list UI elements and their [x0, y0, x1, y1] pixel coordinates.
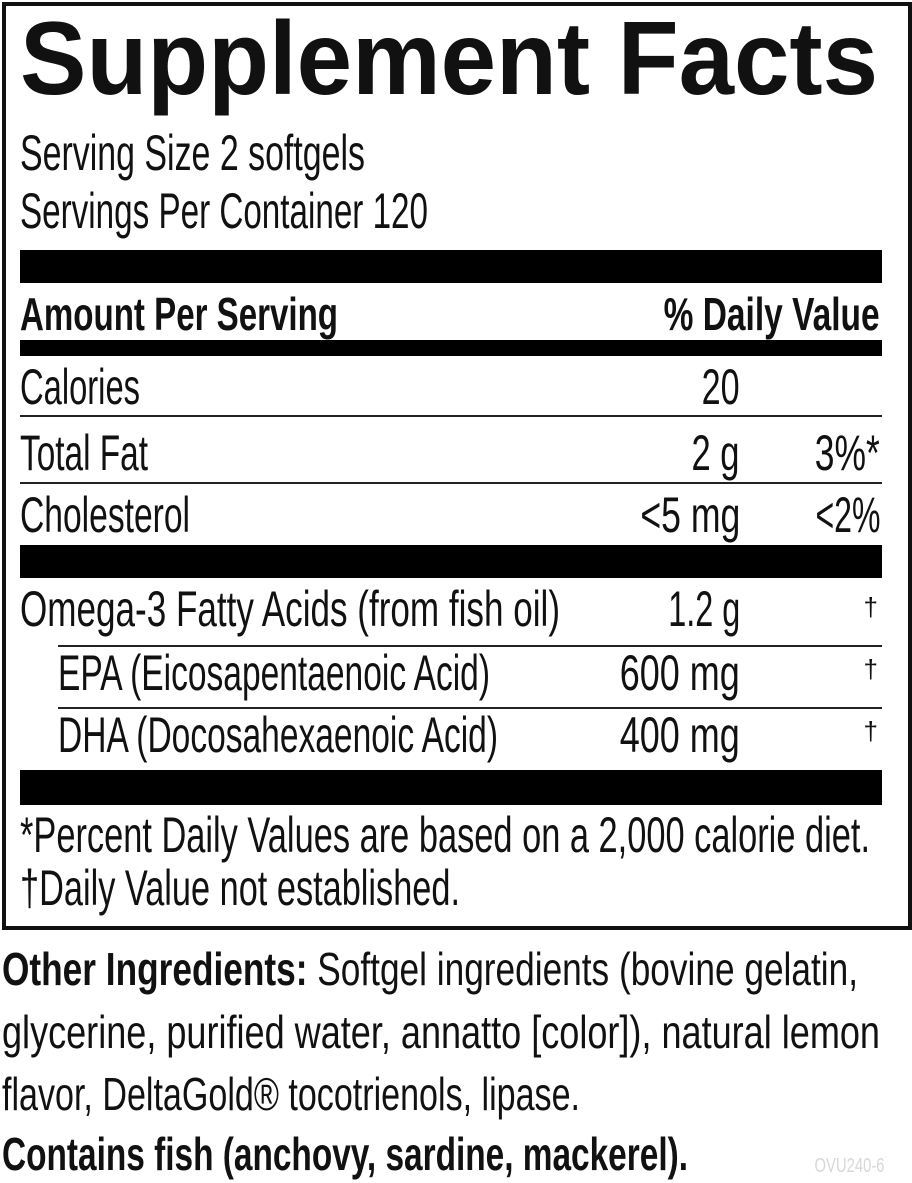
nutrient-daily-value: 3%*: [815, 425, 880, 481]
serving-size: Serving Size 2 softgels: [20, 125, 365, 181]
other-ingredients-label: Other Ingredients:: [2, 943, 308, 995]
dagger-mark: †: [863, 592, 878, 622]
nutrient-amount: 600 mg: [620, 645, 740, 701]
servings-per-container: Servings Per Container 120: [20, 183, 428, 239]
nutrient-amount: 2 g: [692, 425, 740, 481]
nutrient-amount: <5 mg: [640, 487, 740, 543]
row-divider: [58, 645, 882, 647]
nutrient-name: EPA (Eicosapentaenoic Acid): [58, 645, 490, 701]
nutrient-name: DHA (Docosahexaenoic Acid): [58, 707, 498, 763]
nutrient-name: Calories: [20, 359, 140, 415]
row-divider: [58, 707, 882, 709]
nutrient-name: Cholesterol: [20, 487, 190, 543]
nutrient-daily-value: <2%: [815, 487, 880, 543]
medium-divider: [20, 340, 882, 356]
thick-divider: [20, 250, 882, 283]
nutrient-name: Total Fat: [20, 425, 148, 481]
nutrient-amount: 400 mg: [620, 707, 740, 763]
row-divider: [20, 415, 882, 417]
footnote-dagger: †Daily Value not established.: [20, 860, 460, 916]
other-ingredients-line: glycerine, purified water, annatto [colo…: [2, 1006, 880, 1058]
dagger-mark: †: [863, 654, 878, 684]
footnote-daily-values: *Percent Daily Values are based on a 2,0…: [20, 807, 870, 863]
product-code: OVU240-6: [814, 1155, 884, 1177]
nutrient-amount: 20: [702, 359, 740, 415]
other-ingredients-line: Other Ingredients: Softgel ingredients (…: [2, 946, 858, 992]
thick-divider: [20, 770, 882, 805]
header-daily-value: % Daily Value: [664, 288, 880, 340]
supplement-facts-panel: [2, 2, 912, 930]
nutrient-amount: 1.2 g: [668, 581, 740, 637]
title: Supplement Facts: [20, 1, 878, 117]
other-ingredients-text: Softgel ingredients (bovine gelatin,: [317, 943, 858, 995]
other-ingredients-line: flavor, DeltaGold® tocotrienols, lipase.: [2, 1068, 580, 1120]
row-divider: [20, 482, 882, 484]
header-amount-per-serving: Amount Per Serving: [20, 288, 338, 340]
allergen-statement: Contains fish (anchovy, sardine, mackere…: [2, 1128, 688, 1180]
thick-divider: [20, 545, 882, 578]
nutrient-name: Omega-3 Fatty Acids (from fish oil): [20, 581, 560, 637]
dagger-mark: †: [863, 716, 878, 746]
